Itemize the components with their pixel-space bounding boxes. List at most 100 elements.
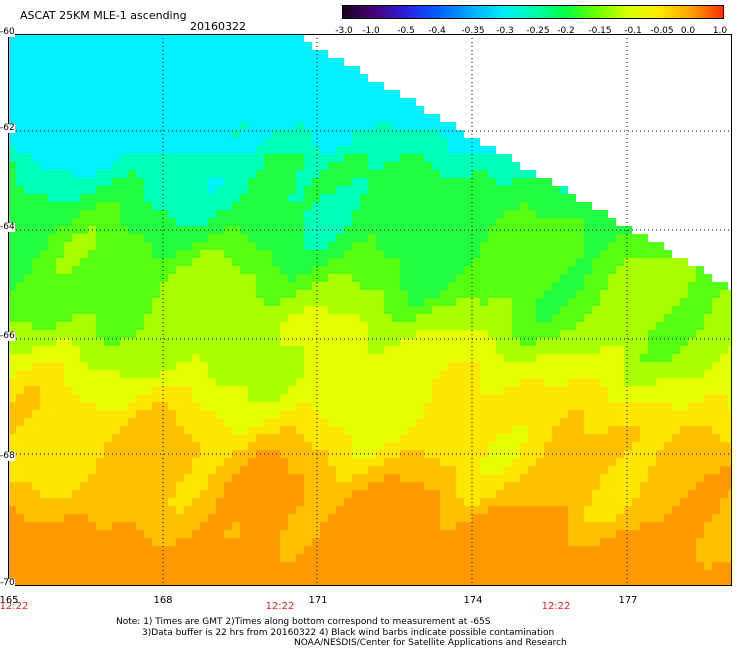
map-cell	[248, 74, 256, 82]
map-cell	[96, 370, 104, 378]
map-cell	[200, 298, 208, 306]
map-cell	[48, 394, 56, 402]
map-cell	[200, 434, 208, 442]
map-cell	[56, 522, 64, 530]
map-cell	[184, 434, 192, 442]
map-cell	[624, 522, 632, 530]
map-cell	[712, 298, 720, 306]
map-cell	[128, 114, 136, 122]
map-cell	[384, 322, 392, 330]
map-cell	[624, 346, 632, 354]
map-cell	[104, 370, 112, 378]
map-cell	[640, 314, 648, 322]
map-cell	[120, 266, 128, 274]
map-cell	[72, 506, 80, 514]
map-cell	[400, 266, 408, 274]
map-cell	[168, 194, 176, 202]
map-cell	[16, 154, 24, 162]
map-cell	[120, 410, 128, 418]
map-cell	[264, 210, 272, 218]
map-cell	[408, 474, 416, 482]
map-cell	[648, 330, 656, 338]
map-cell	[728, 298, 732, 306]
map-cell	[264, 170, 272, 178]
map-cell	[560, 346, 568, 354]
map-cell	[704, 338, 712, 346]
map-cell	[272, 410, 280, 418]
map-cell	[192, 146, 200, 154]
map-cell	[456, 162, 464, 170]
map-cell	[64, 458, 72, 466]
map-cell	[240, 210, 248, 218]
map-cell	[168, 394, 176, 402]
map-cell	[456, 482, 464, 490]
map-cell	[152, 386, 160, 394]
map-cell	[272, 178, 280, 186]
map-cell	[712, 282, 720, 290]
map-cell	[448, 218, 456, 226]
map-cell	[408, 370, 416, 378]
map-cell	[192, 50, 200, 58]
map-cell	[224, 58, 232, 66]
map-cell	[616, 490, 624, 498]
map-cell	[40, 162, 48, 170]
map-cell	[136, 514, 144, 522]
map-cell	[416, 154, 424, 162]
map-cell	[160, 58, 168, 66]
map-cell	[512, 346, 520, 354]
map-cell	[264, 162, 272, 170]
map-cell	[536, 402, 544, 410]
map-cell	[368, 154, 376, 162]
map-cell	[304, 42, 312, 50]
map-cell	[488, 250, 496, 258]
map-cell	[112, 98, 120, 106]
map-cell	[440, 306, 448, 314]
map-cell	[688, 434, 696, 442]
map-cell	[208, 186, 216, 194]
map-cell	[360, 378, 368, 386]
map-cell	[544, 362, 552, 370]
map-cell	[200, 114, 208, 122]
map-cell	[688, 354, 696, 362]
map-cell	[336, 426, 344, 434]
map-cell	[16, 42, 24, 50]
map-cell	[344, 322, 352, 330]
map-cell	[400, 394, 408, 402]
map-cell	[664, 362, 672, 370]
map-cell	[256, 58, 264, 66]
map-cell	[192, 170, 200, 178]
map-cell	[200, 138, 208, 146]
map-cell	[280, 250, 288, 258]
map-cell	[64, 346, 72, 354]
map-cell	[184, 210, 192, 218]
colorbar-tick: -0.3	[496, 26, 514, 36]
map-cell	[24, 74, 32, 82]
map-cell	[216, 362, 224, 370]
map-cell	[304, 290, 312, 298]
map-cell	[640, 474, 648, 482]
map-cell	[464, 266, 472, 274]
map-cell	[432, 138, 440, 146]
map-cell	[360, 194, 368, 202]
map-cell	[568, 306, 576, 314]
map-cell	[488, 434, 496, 442]
map-cell	[248, 106, 256, 114]
map-cell	[568, 322, 576, 330]
map-cell	[504, 210, 512, 218]
map-cell	[552, 386, 560, 394]
map-cell	[408, 362, 416, 370]
map-cell	[40, 458, 48, 466]
map-cell	[224, 394, 232, 402]
map-cell	[240, 90, 248, 98]
map-cell	[80, 82, 88, 90]
map-cell	[368, 234, 376, 242]
map-cell	[312, 114, 320, 122]
map-cell	[656, 434, 664, 442]
map-cell	[192, 314, 200, 322]
map-cell	[576, 258, 584, 266]
map-cell	[248, 42, 256, 50]
map-cell	[376, 442, 384, 450]
map-cell	[328, 98, 336, 106]
map-cell	[24, 202, 32, 210]
map-cell	[336, 514, 344, 522]
